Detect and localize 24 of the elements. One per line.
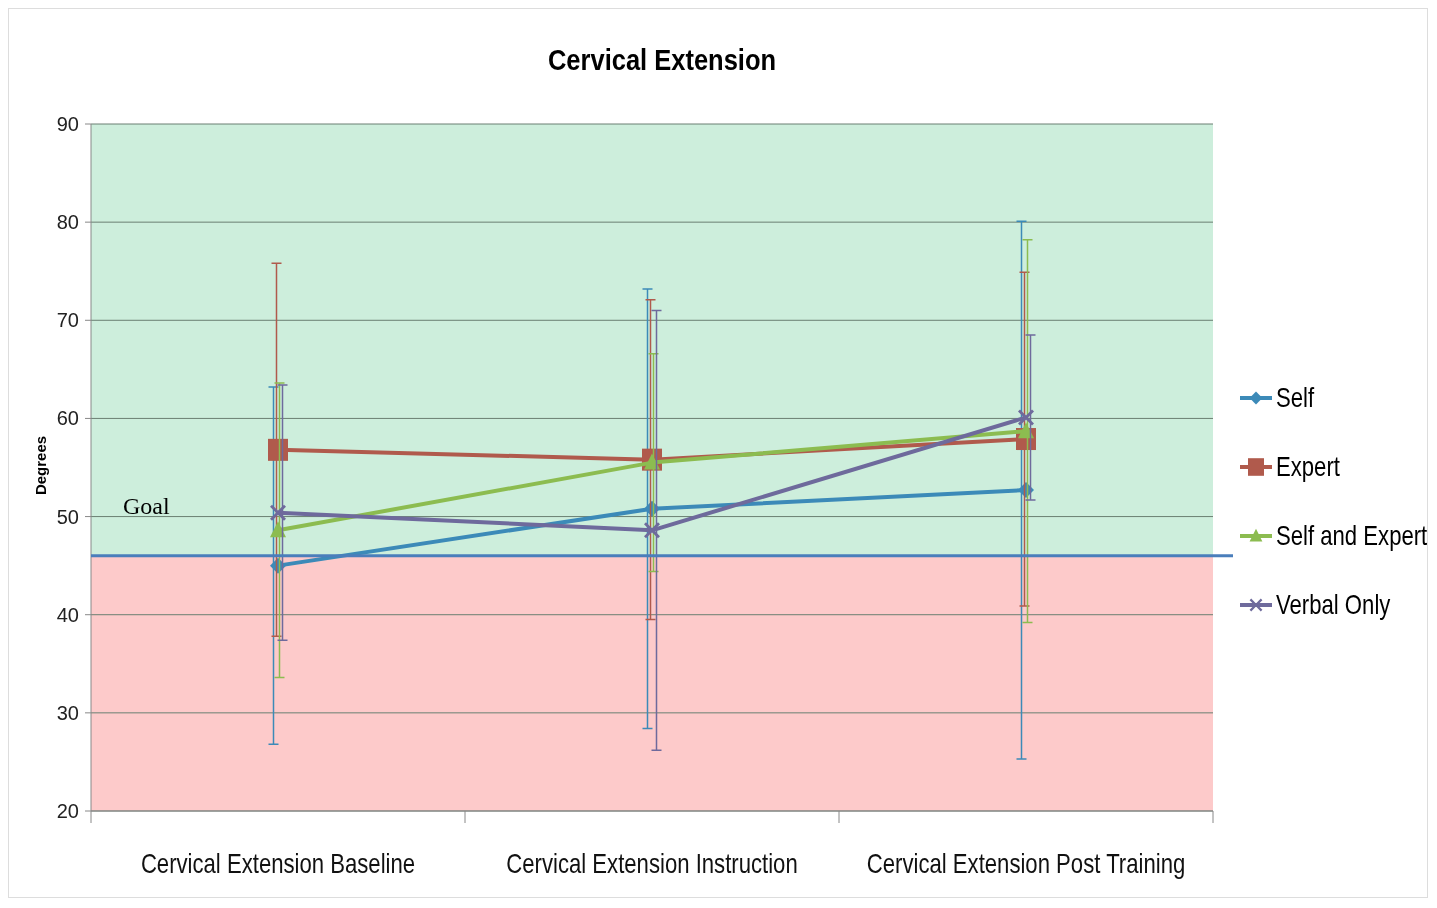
point xyxy=(1018,409,1034,426)
y-tick-label: 90 xyxy=(56,113,79,135)
legend-label: Self xyxy=(1276,383,1315,413)
legend-label: Verbal Only xyxy=(1276,590,1391,620)
legend-label: Self and Expert xyxy=(1276,521,1428,551)
y-tick-label: 30 xyxy=(56,701,79,724)
x-tick-label: Cervical Extension Baseline xyxy=(140,848,416,879)
point xyxy=(268,438,288,461)
point xyxy=(644,522,660,539)
y-tick-label: 80 xyxy=(56,211,79,234)
point xyxy=(270,521,286,538)
y-tick-label: 60 xyxy=(56,407,79,430)
ref-line-label: Goal xyxy=(123,492,170,519)
chart-title: Cervical Extension xyxy=(547,43,777,77)
y-axis-title: Degrees xyxy=(32,435,49,496)
point xyxy=(1018,422,1034,439)
legend-label: Expert xyxy=(1276,452,1341,482)
x-tick-label: Cervical Extension Post Training xyxy=(866,848,1186,879)
y-tick-label: 40 xyxy=(56,603,79,626)
y-tick-label: 70 xyxy=(56,309,79,332)
y-tick-label: 50 xyxy=(56,505,79,528)
y-tick-label: 20 xyxy=(56,800,79,822)
point xyxy=(270,504,286,521)
x-tick-label: Cervical Extension Instruction xyxy=(506,848,798,879)
